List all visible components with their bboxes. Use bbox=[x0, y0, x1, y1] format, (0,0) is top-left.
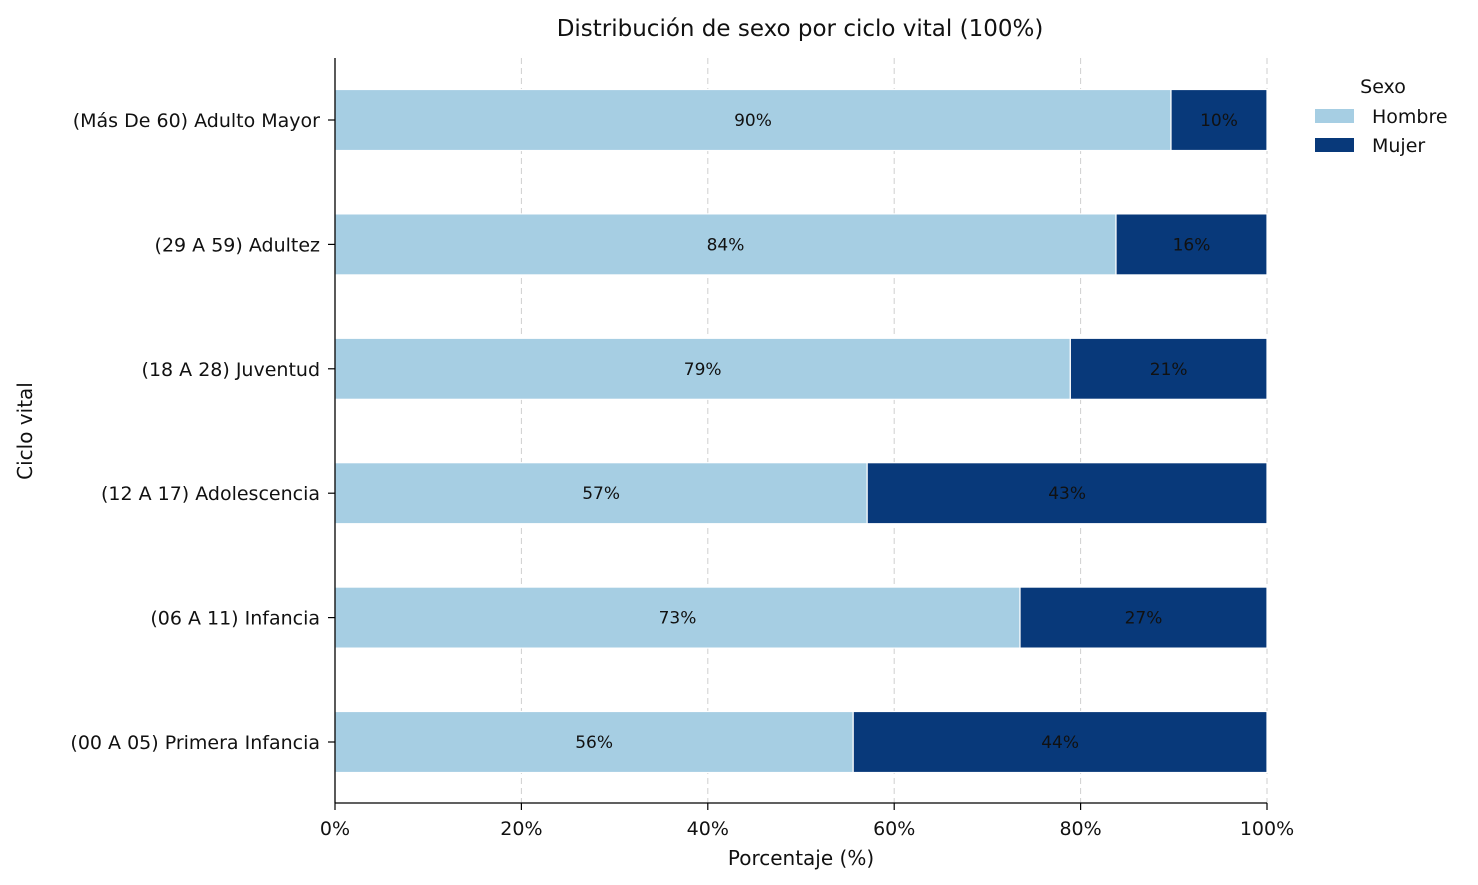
x-tick-label: 60% bbox=[873, 818, 915, 840]
bar-mujer bbox=[866, 462, 1268, 525]
data-label: 43% bbox=[1048, 484, 1086, 504]
x-tick-label: 100% bbox=[1240, 818, 1294, 840]
bar-labels: 90% 10% 84% 16% 79% 21% 57% 43% 73% 27% 56% 44% bbox=[575, 111, 1238, 753]
data-label: 84% bbox=[707, 235, 745, 255]
bar-hombre bbox=[334, 337, 1071, 400]
data-label: 90% bbox=[734, 111, 772, 131]
y-tick-label: (29 A 59) Adultez bbox=[155, 234, 320, 256]
bar-hombre bbox=[334, 710, 854, 774]
legend-label-mujer: Mujer bbox=[1372, 135, 1425, 157]
data-label: 79% bbox=[684, 360, 722, 380]
legend-label-hombre: Hombre bbox=[1372, 106, 1448, 128]
x-ticks: 0% 20% 40% 60% 80% 100% bbox=[320, 803, 1294, 840]
legend-swatch-mujer bbox=[1315, 138, 1354, 152]
data-label: 44% bbox=[1041, 733, 1079, 753]
y-ticks: (Más De 60) Adulto Mayor (29 A 59) Adulte… bbox=[70, 110, 335, 754]
bar-mujer bbox=[1115, 213, 1268, 276]
data-label: 57% bbox=[582, 484, 620, 504]
x-tick-label: 20% bbox=[500, 818, 542, 840]
axes bbox=[334, 58, 1267, 804]
bars bbox=[334, 88, 1268, 774]
chart-title: Distribución de sexo por ciclo vital (10… bbox=[557, 16, 1044, 42]
x-tick-label: 0% bbox=[320, 818, 350, 840]
bar-hombre bbox=[334, 213, 1117, 276]
bar-mujer bbox=[852, 710, 1268, 774]
bar-mujer bbox=[1170, 88, 1268, 152]
y-tick-label: (12 A 17) Adolescencia bbox=[101, 483, 320, 505]
y-tick-label: (06 A 11) Infancia bbox=[150, 608, 320, 630]
data-label: 27% bbox=[1125, 609, 1163, 629]
data-label: 73% bbox=[659, 609, 697, 629]
bar-hombre bbox=[334, 462, 868, 525]
y-tick-label: (00 A 05) Primera Infancia bbox=[70, 732, 320, 754]
legend-swatch-hombre bbox=[1315, 109, 1354, 123]
bar-mujer bbox=[1069, 337, 1268, 400]
y-tick-label: (Más De 60) Adulto Mayor bbox=[73, 110, 320, 132]
y-axis-label: Ciclo vital bbox=[13, 382, 37, 480]
bar-mujer bbox=[1019, 586, 1268, 649]
data-label: 10% bbox=[1200, 111, 1238, 131]
bar-hombre bbox=[334, 586, 1021, 649]
x-axis-label: Porcentaje (%) bbox=[728, 846, 874, 870]
legend-title: Sexo bbox=[1360, 76, 1406, 98]
y-tick-label: (18 A 28) Juventud bbox=[142, 359, 320, 381]
grid-lines bbox=[520, 58, 1268, 803]
legend: Sexo Hombre Mujer bbox=[1315, 76, 1448, 157]
data-label: 56% bbox=[575, 733, 613, 753]
x-tick-label: 40% bbox=[687, 818, 729, 840]
data-label: 16% bbox=[1173, 235, 1211, 255]
data-label: 21% bbox=[1150, 360, 1188, 380]
x-tick-label: 80% bbox=[1059, 818, 1101, 840]
bar-hombre bbox=[334, 88, 1172, 152]
